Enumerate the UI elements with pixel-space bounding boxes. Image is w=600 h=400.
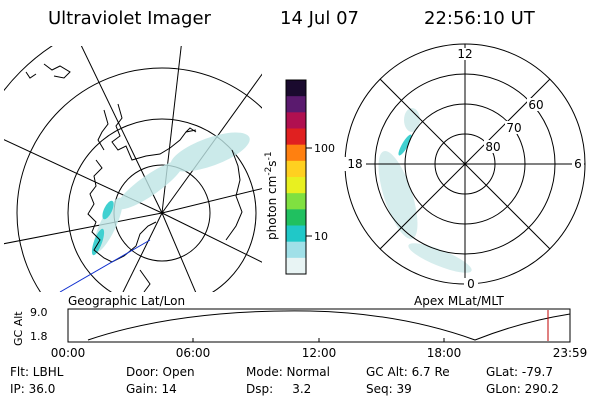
alt-ylabel: GC Alt [12, 311, 25, 346]
colorbar-band [286, 193, 306, 210]
mlat-label-80: 80 [485, 140, 500, 154]
info-block: Flt: LBHL IP: 36.0 Door: Open Gain: 14 M… [10, 365, 559, 396]
info-door: Door: Open [126, 365, 195, 379]
polar-aurora-oval [378, 108, 472, 273]
colorbar-tick-label: 100 [314, 142, 335, 155]
info-gain: Gain: 14 [126, 382, 177, 396]
alt-xtick: 23:59 [553, 346, 588, 360]
colorbar-units-label: photon cm-2s-1 [264, 151, 279, 240]
info-dsp: Dsp: 3.2 [246, 382, 311, 396]
alt-xtick: 12:00 [302, 346, 337, 360]
colorbar-band [286, 144, 306, 162]
mlt-label-0: 0 [467, 277, 475, 291]
colorbar-band [286, 257, 306, 275]
altitude-curve [87, 310, 571, 341]
info-mode: Mode: Normal [246, 365, 330, 379]
svg-text:photon cm-2s-1: photon cm-2s-1 [264, 151, 279, 240]
geographic-caption: Geographic Lat/Lon [68, 294, 185, 308]
geographic-map [4, 46, 262, 292]
mlt-label-6: 6 [574, 157, 582, 171]
mlt-label-18: 18 [347, 157, 362, 171]
colorbar-units-exp2: -1 [264, 151, 274, 160]
colorbar-band [286, 160, 306, 178]
mlat-label-60: 60 [528, 98, 543, 112]
info-gc-alt: GC Alt: 6.7 Re [366, 365, 450, 379]
info-glat: GLat: -79.7 [486, 365, 553, 379]
alt-ytick: 9.0 [30, 306, 48, 319]
polar-aurora-bright [398, 134, 412, 156]
mlt-label-12: 12 [457, 47, 472, 61]
info-filter: Flt: LBHL [10, 365, 64, 379]
lat-circle [67, 118, 257, 292]
colorbar-band [286, 128, 306, 146]
colorbar-band [286, 96, 306, 113]
colorbar-units-mid: s [265, 160, 279, 166]
altitude-plot: 9.0 1.8 GC Alt 00:00 06:00 12:00 18:00 2… [12, 306, 587, 360]
mlat-label-70: 70 [506, 121, 521, 135]
alt-xtick: 18:00 [427, 346, 462, 360]
alt-ytick: 1.8 [30, 330, 48, 343]
colorbar-band [286, 112, 306, 129]
alt-xtick: 00:00 [51, 346, 86, 360]
colorbar-frame [285, 79, 307, 275]
colorbar [286, 80, 306, 275]
coastline [25, 63, 243, 292]
colorbar-band [286, 225, 306, 243]
colorbar-band [286, 241, 306, 259]
time-label: 22:56:10 UT [424, 8, 535, 29]
colorbar-units-prefix: photon cm [265, 176, 279, 240]
app-title: Ultraviolet Imager [48, 8, 211, 29]
polar-plot: 12 18 6 0 80 70 60 [344, 43, 586, 291]
colorbar-band [286, 209, 306, 226]
date-label: 14 Jul 07 [280, 8, 359, 29]
colorbar-band [286, 177, 306, 194]
lat-circle [16, 67, 262, 292]
apex-caption: Apex MLat/MLT [414, 294, 504, 308]
info-ip: IP: 36.0 [10, 382, 55, 396]
colorbar-units-exp1: -2 [264, 167, 274, 176]
info-glon: GLon: 290.2 [486, 382, 559, 396]
satellite-track [59, 239, 151, 292]
info-seq: Seq: 39 [366, 382, 412, 396]
alt-xtick: 06:00 [176, 346, 211, 360]
colorbar-band [286, 80, 306, 97]
colorbar-tick-label: 10 [314, 230, 328, 243]
